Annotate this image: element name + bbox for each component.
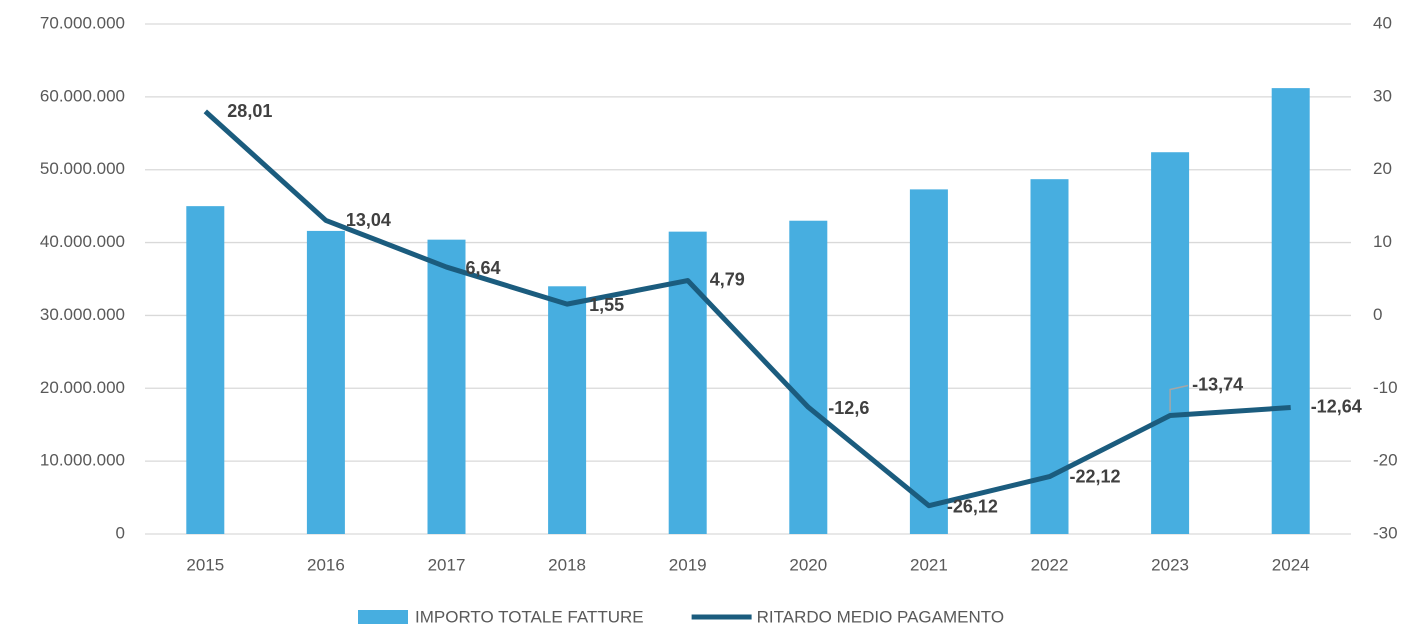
bar — [548, 286, 587, 534]
x-tick-label: 2019 — [669, 555, 707, 574]
bar — [668, 231, 707, 534]
y2-tick-label: -10 — [1373, 378, 1398, 397]
y-tick-label: 30.000.000 — [40, 305, 125, 324]
leader-line — [1169, 384, 1189, 412]
y-tick-label: 70.000.000 — [40, 13, 125, 32]
y-tick-label: 40.000.000 — [40, 232, 125, 251]
data-label: 4,79 — [710, 269, 745, 289]
y2-tick-label: 10 — [1373, 232, 1392, 251]
bar — [1271, 88, 1310, 534]
x-tick-label: 2015 — [186, 555, 224, 574]
data-label: 28,01 — [227, 101, 272, 121]
bar — [186, 206, 225, 534]
bar — [306, 230, 345, 534]
x-tick-label: 2016 — [307, 555, 345, 574]
x-tick-label: 2023 — [1151, 555, 1189, 574]
x-tick-label: 2024 — [1272, 555, 1310, 574]
bar — [427, 239, 466, 534]
y-tick-label: 20.000.000 — [40, 378, 125, 397]
y2-tick-label: 20 — [1373, 159, 1392, 178]
bar — [789, 220, 828, 534]
data-label: 13,04 — [346, 210, 391, 230]
x-tick-label: 2017 — [428, 555, 466, 574]
data-label: -13,74 — [1192, 374, 1243, 394]
data-label: -12,6 — [828, 398, 869, 418]
data-label: 1,55 — [589, 295, 624, 315]
y2-tick-label: -20 — [1373, 451, 1398, 470]
legend-label: IMPORTO TOTALE FATTURE — [415, 607, 644, 626]
bar — [1151, 152, 1190, 534]
x-tick-label: 2020 — [789, 555, 827, 574]
x-tick-label: 2022 — [1031, 555, 1069, 574]
y-tick-label: 10.000.000 — [40, 451, 125, 470]
data-label: 6,64 — [466, 258, 501, 278]
x-tick-label: 2021 — [910, 555, 948, 574]
y2-tick-label: -30 — [1373, 523, 1398, 542]
x-tick-label: 2018 — [548, 555, 586, 574]
bar — [909, 189, 948, 534]
y-tick-label: 0 — [116, 523, 125, 542]
line — [203, 109, 1291, 509]
y2-tick-label: 0 — [1373, 305, 1382, 324]
data-label: -12,64 — [1311, 396, 1362, 416]
legend-label: RITARDO MEDIO PAGAMENTO — [757, 607, 1004, 626]
y-tick-label: 50.000.000 — [40, 159, 125, 178]
legend-swatch — [358, 610, 408, 624]
data-label: -22,12 — [1070, 466, 1121, 486]
y2-tick-label: 30 — [1373, 86, 1392, 105]
y2-tick-label: 40 — [1373, 13, 1392, 32]
y-tick-label: 60.000.000 — [40, 86, 125, 105]
data-label: -26,12 — [947, 496, 998, 516]
